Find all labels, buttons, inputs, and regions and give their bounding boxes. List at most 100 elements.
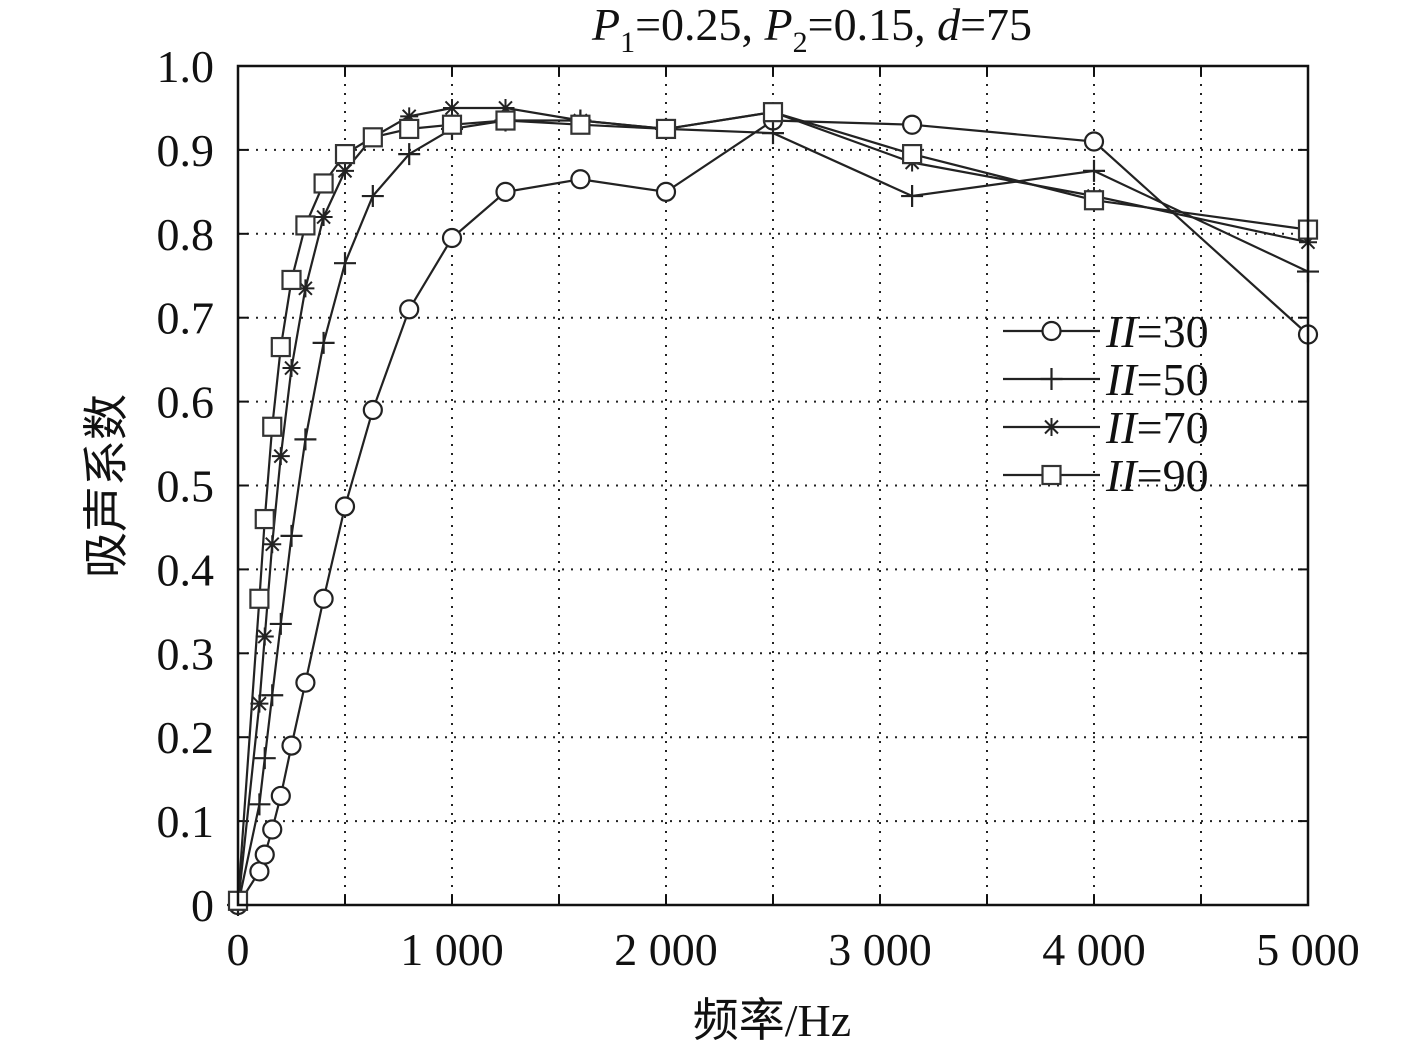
- marker-plus: [901, 185, 924, 208]
- marker-square: [441, 114, 463, 135]
- series-layer: [227, 98, 1319, 916]
- marker-circle: [334, 496, 356, 517]
- marker-star: [263, 535, 282, 554]
- x-tick-label: 3 000: [828, 924, 932, 975]
- marker-square: [270, 336, 291, 358]
- legend-entry: II=90: [1003, 450, 1209, 501]
- marker-plus: [334, 252, 356, 275]
- marker-star: [255, 627, 274, 646]
- marker-circle: [570, 169, 591, 190]
- marker-star: [314, 208, 333, 227]
- marker-square: [1083, 190, 1105, 211]
- marker-plus: [398, 143, 421, 166]
- marker-circle: [281, 735, 302, 756]
- marker-circle: [249, 861, 270, 882]
- series-line: [236, 110, 1309, 901]
- marker-star: [250, 694, 269, 713]
- legend-label: II=90: [1105, 450, 1209, 501]
- marker-circle: [313, 588, 334, 609]
- y-tick-labels: 0 0.1 0.2 0.3 0.4 0.5 0.6 0.7 0.8 0.9 1.0: [157, 41, 215, 931]
- marker-plus: [1040, 368, 1063, 390]
- x-tick-label: 1 000: [400, 924, 504, 975]
- marker-square: [281, 269, 302, 291]
- marker-circle: [254, 844, 275, 865]
- marker-circle: [362, 399, 383, 421]
- y-tick-label: 0.6: [157, 377, 215, 428]
- marker-square: [254, 508, 275, 530]
- x-tick-label: 5 000: [1256, 924, 1360, 975]
- y-tick-label: 0.8: [157, 209, 215, 260]
- marker-plus: [762, 122, 784, 145]
- marker-star: [296, 279, 315, 298]
- marker-plus: [312, 331, 335, 354]
- series-square: [227, 102, 1319, 911]
- marker-star: [443, 98, 461, 117]
- marker-plus: [253, 747, 276, 770]
- x-tick-labels: 0 1 000 2 000 3 000 4 000 5 000: [227, 924, 1360, 975]
- y-tick-label: 0.4: [157, 544, 215, 595]
- x-tick-label: 4 000: [1042, 924, 1146, 975]
- grid-lines: [238, 66, 1308, 905]
- marker-square: [1041, 464, 1062, 486]
- marker-plus: [361, 185, 384, 208]
- legend-label: II=50: [1105, 354, 1209, 405]
- marker-square: [762, 102, 784, 123]
- marker-square: [399, 118, 420, 140]
- marker-square: [655, 118, 677, 140]
- marker-plus: [248, 793, 271, 816]
- marker-square: [262, 416, 283, 437]
- plot-frame: [236, 64, 1310, 907]
- y-tick-label: 0.3: [157, 628, 215, 679]
- y-tick-label: 0.7: [157, 293, 215, 344]
- marker-circle: [901, 114, 923, 135]
- marker-plus: [294, 428, 317, 451]
- marker-square: [570, 114, 591, 135]
- marker-square: [495, 110, 516, 131]
- marker-square: [901, 143, 923, 165]
- marker-star: [496, 98, 515, 117]
- marker-plus: [1083, 159, 1105, 182]
- marker-circle: [655, 181, 677, 202]
- legend-entry: II=30: [1003, 306, 1209, 357]
- marker-star: [400, 107, 419, 126]
- marker-square: [313, 173, 334, 194]
- legend-entry: II=50: [1003, 354, 1209, 405]
- series-line: [236, 106, 1309, 906]
- marker-circle: [295, 672, 316, 693]
- chart-title: P1=0.25, P2=0.15, d=75: [591, 0, 1032, 59]
- x-tick-label: 0: [227, 924, 250, 975]
- marker-circle: [1083, 131, 1105, 152]
- y-tick-label: 0: [191, 880, 214, 931]
- y-tick-label: 1.0: [157, 41, 215, 92]
- marker-square: [362, 127, 383, 148]
- series-star: [229, 98, 1317, 914]
- x-axis-label: 频率/Hz: [693, 995, 851, 1046]
- legend-label: II=70: [1105, 402, 1209, 453]
- y-axis-label: 吸声系数: [81, 394, 132, 578]
- marker-star: [271, 447, 290, 466]
- y-tick-label: 0.9: [157, 125, 215, 176]
- series-circle: [227, 110, 1319, 916]
- marker-plus: [261, 684, 284, 707]
- marker-star: [336, 161, 354, 180]
- marker-circle: [441, 227, 463, 249]
- marker-star: [1042, 418, 1061, 436]
- marker-square: [334, 143, 356, 165]
- marker-circle: [1041, 320, 1062, 342]
- marker-circle: [495, 181, 516, 202]
- marker-plus: [269, 612, 292, 635]
- marker-square: [295, 215, 316, 236]
- marker-plus: [280, 524, 303, 547]
- marker-circle: [270, 785, 291, 807]
- legend-entry: II=70: [1003, 402, 1209, 453]
- legend-label: II=30: [1105, 306, 1209, 357]
- y-tick-label: 0.1: [157, 796, 215, 847]
- y-tick-label: 0.2: [157, 712, 215, 763]
- marker-star: [282, 359, 301, 378]
- y-tick-label: 0.5: [157, 461, 215, 512]
- marker-circle: [399, 299, 420, 320]
- marker-square: [249, 588, 270, 609]
- marker-circle: [262, 819, 283, 840]
